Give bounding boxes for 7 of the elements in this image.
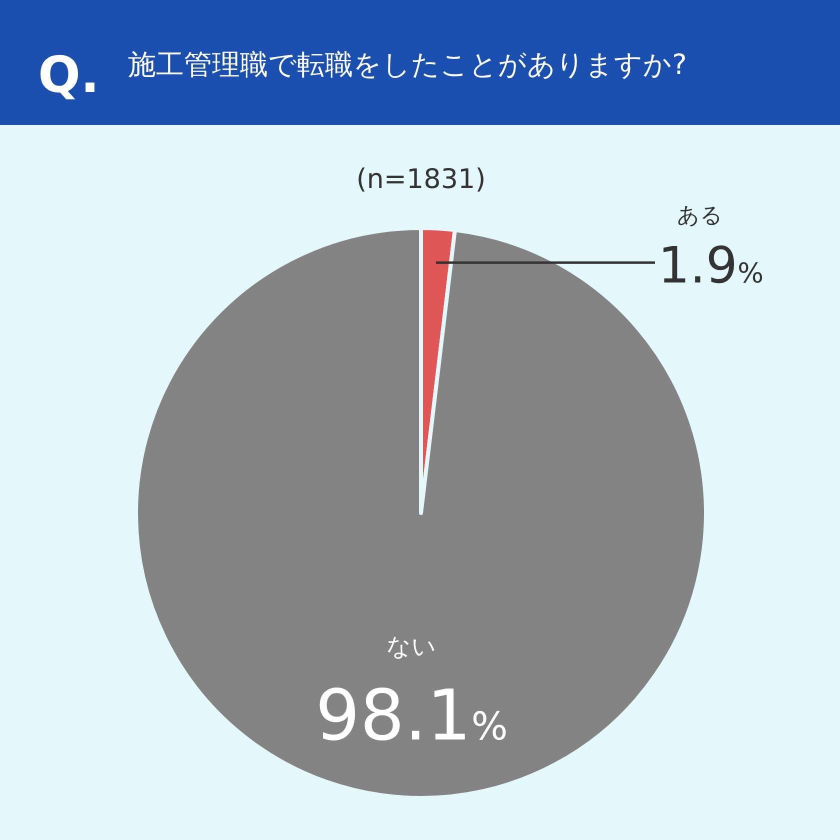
slice-label: ある <box>677 204 723 229</box>
data-label: 1.9% <box>658 236 764 295</box>
chart-subtitle: (n=1831) <box>356 164 486 195</box>
slice-label: ない <box>386 632 437 660</box>
text: Q. <box>38 46 100 104</box>
data-label: 98.1% <box>315 674 508 756</box>
chart-title: 施工管理職で転職をしたことがありますか? <box>128 48 687 81</box>
